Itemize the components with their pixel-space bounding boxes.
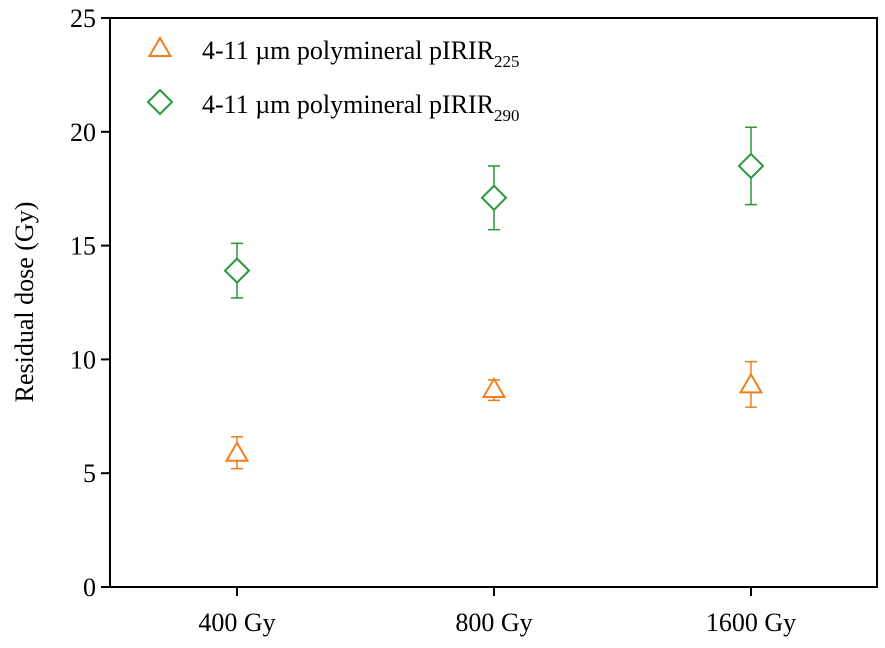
x-axis: 400 Gy 800 Gy 1600 Gy: [198, 587, 796, 637]
data-point: [738, 372, 764, 394]
series-layer: [223, 126, 765, 470]
legend-label: 4-11 µm polymineral pIRIR290: [202, 90, 520, 125]
series-2: [223, 126, 765, 299]
data-point: [481, 377, 507, 398]
x-tick-label: 800 Gy: [455, 608, 532, 637]
data-point: [224, 440, 250, 462]
y-tick-label: 5: [83, 459, 96, 488]
y-tick-label: 10: [70, 345, 96, 374]
y-tick-label: 20: [70, 118, 96, 147]
y-tick-label: 25: [70, 4, 96, 33]
legend-label-subscript: 225: [494, 52, 520, 71]
series-1: [224, 360, 764, 470]
x-tick-label: 1600 Gy: [706, 608, 796, 637]
legend-item: 4-11 µm polymineral pIRIR290: [146, 88, 520, 125]
y-tick-label: 15: [70, 232, 96, 261]
data-point: [223, 257, 251, 285]
legend-label: 4-11 µm polymineral pIRIR225: [202, 36, 520, 71]
x-tick-label: 400 Gy: [198, 608, 275, 637]
data-point: [737, 152, 765, 180]
diamond-marker-icon: [146, 88, 174, 116]
data-point: [480, 184, 508, 212]
y-axis: 0 5 10 15 20 25: [70, 4, 110, 602]
y-axis-title: Residual dose (Gy): [10, 202, 39, 403]
triangle-marker-icon: [147, 36, 173, 57]
legend-label-main: 4-11 µm polymineral pIRIR: [202, 90, 495, 119]
y-tick-label: 0: [83, 573, 96, 602]
legend-item: 4-11 µm polymineral pIRIR225: [147, 36, 520, 71]
legend-label-main: 4-11 µm polymineral pIRIR: [202, 36, 495, 65]
legend-label-subscript: 290: [494, 106, 520, 125]
